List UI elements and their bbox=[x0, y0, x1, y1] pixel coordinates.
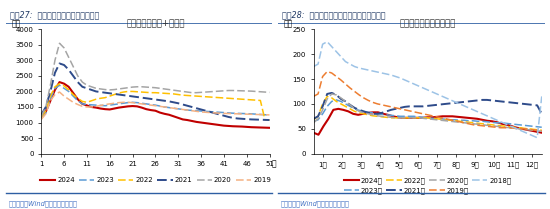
Text: 万吨: 万吨 bbox=[284, 19, 293, 28]
Title: 中国库存：电解铝：合计: 中国库存：电解铝：合计 bbox=[399, 19, 456, 28]
Text: 万吨: 万吨 bbox=[12, 19, 21, 28]
Title: 钢材库存（厂库+社库）: 钢材库存（厂库+社库） bbox=[126, 19, 185, 28]
Legend: 2024年, 2023年, 2022年, 2021年, 2020年, 2019年, 2018年: 2024年, 2023年, 2022年, 2021年, 2020年, 2019年… bbox=[341, 175, 514, 197]
Text: 图表27:  近半月钢材库存环比延续去库: 图表27: 近半月钢材库存环比延续去库 bbox=[9, 10, 99, 19]
Text: 资料来源：Wind，国盛证券研究所: 资料来源：Wind，国盛证券研究所 bbox=[8, 200, 77, 207]
Text: 周: 周 bbox=[272, 160, 277, 169]
Text: 图表28:  近半月电解铝库存环比养度明显回落: 图表28: 近半月电解铝库存环比养度明显回落 bbox=[282, 10, 385, 19]
Legend: 2024, 2023, 2022, 2021, 2020, 2019: 2024, 2023, 2022, 2021, 2020, 2019 bbox=[37, 175, 274, 186]
Text: 资料来源：Wind，国盛证券研究所: 资料来源：Wind，国盛证券研究所 bbox=[280, 200, 349, 207]
